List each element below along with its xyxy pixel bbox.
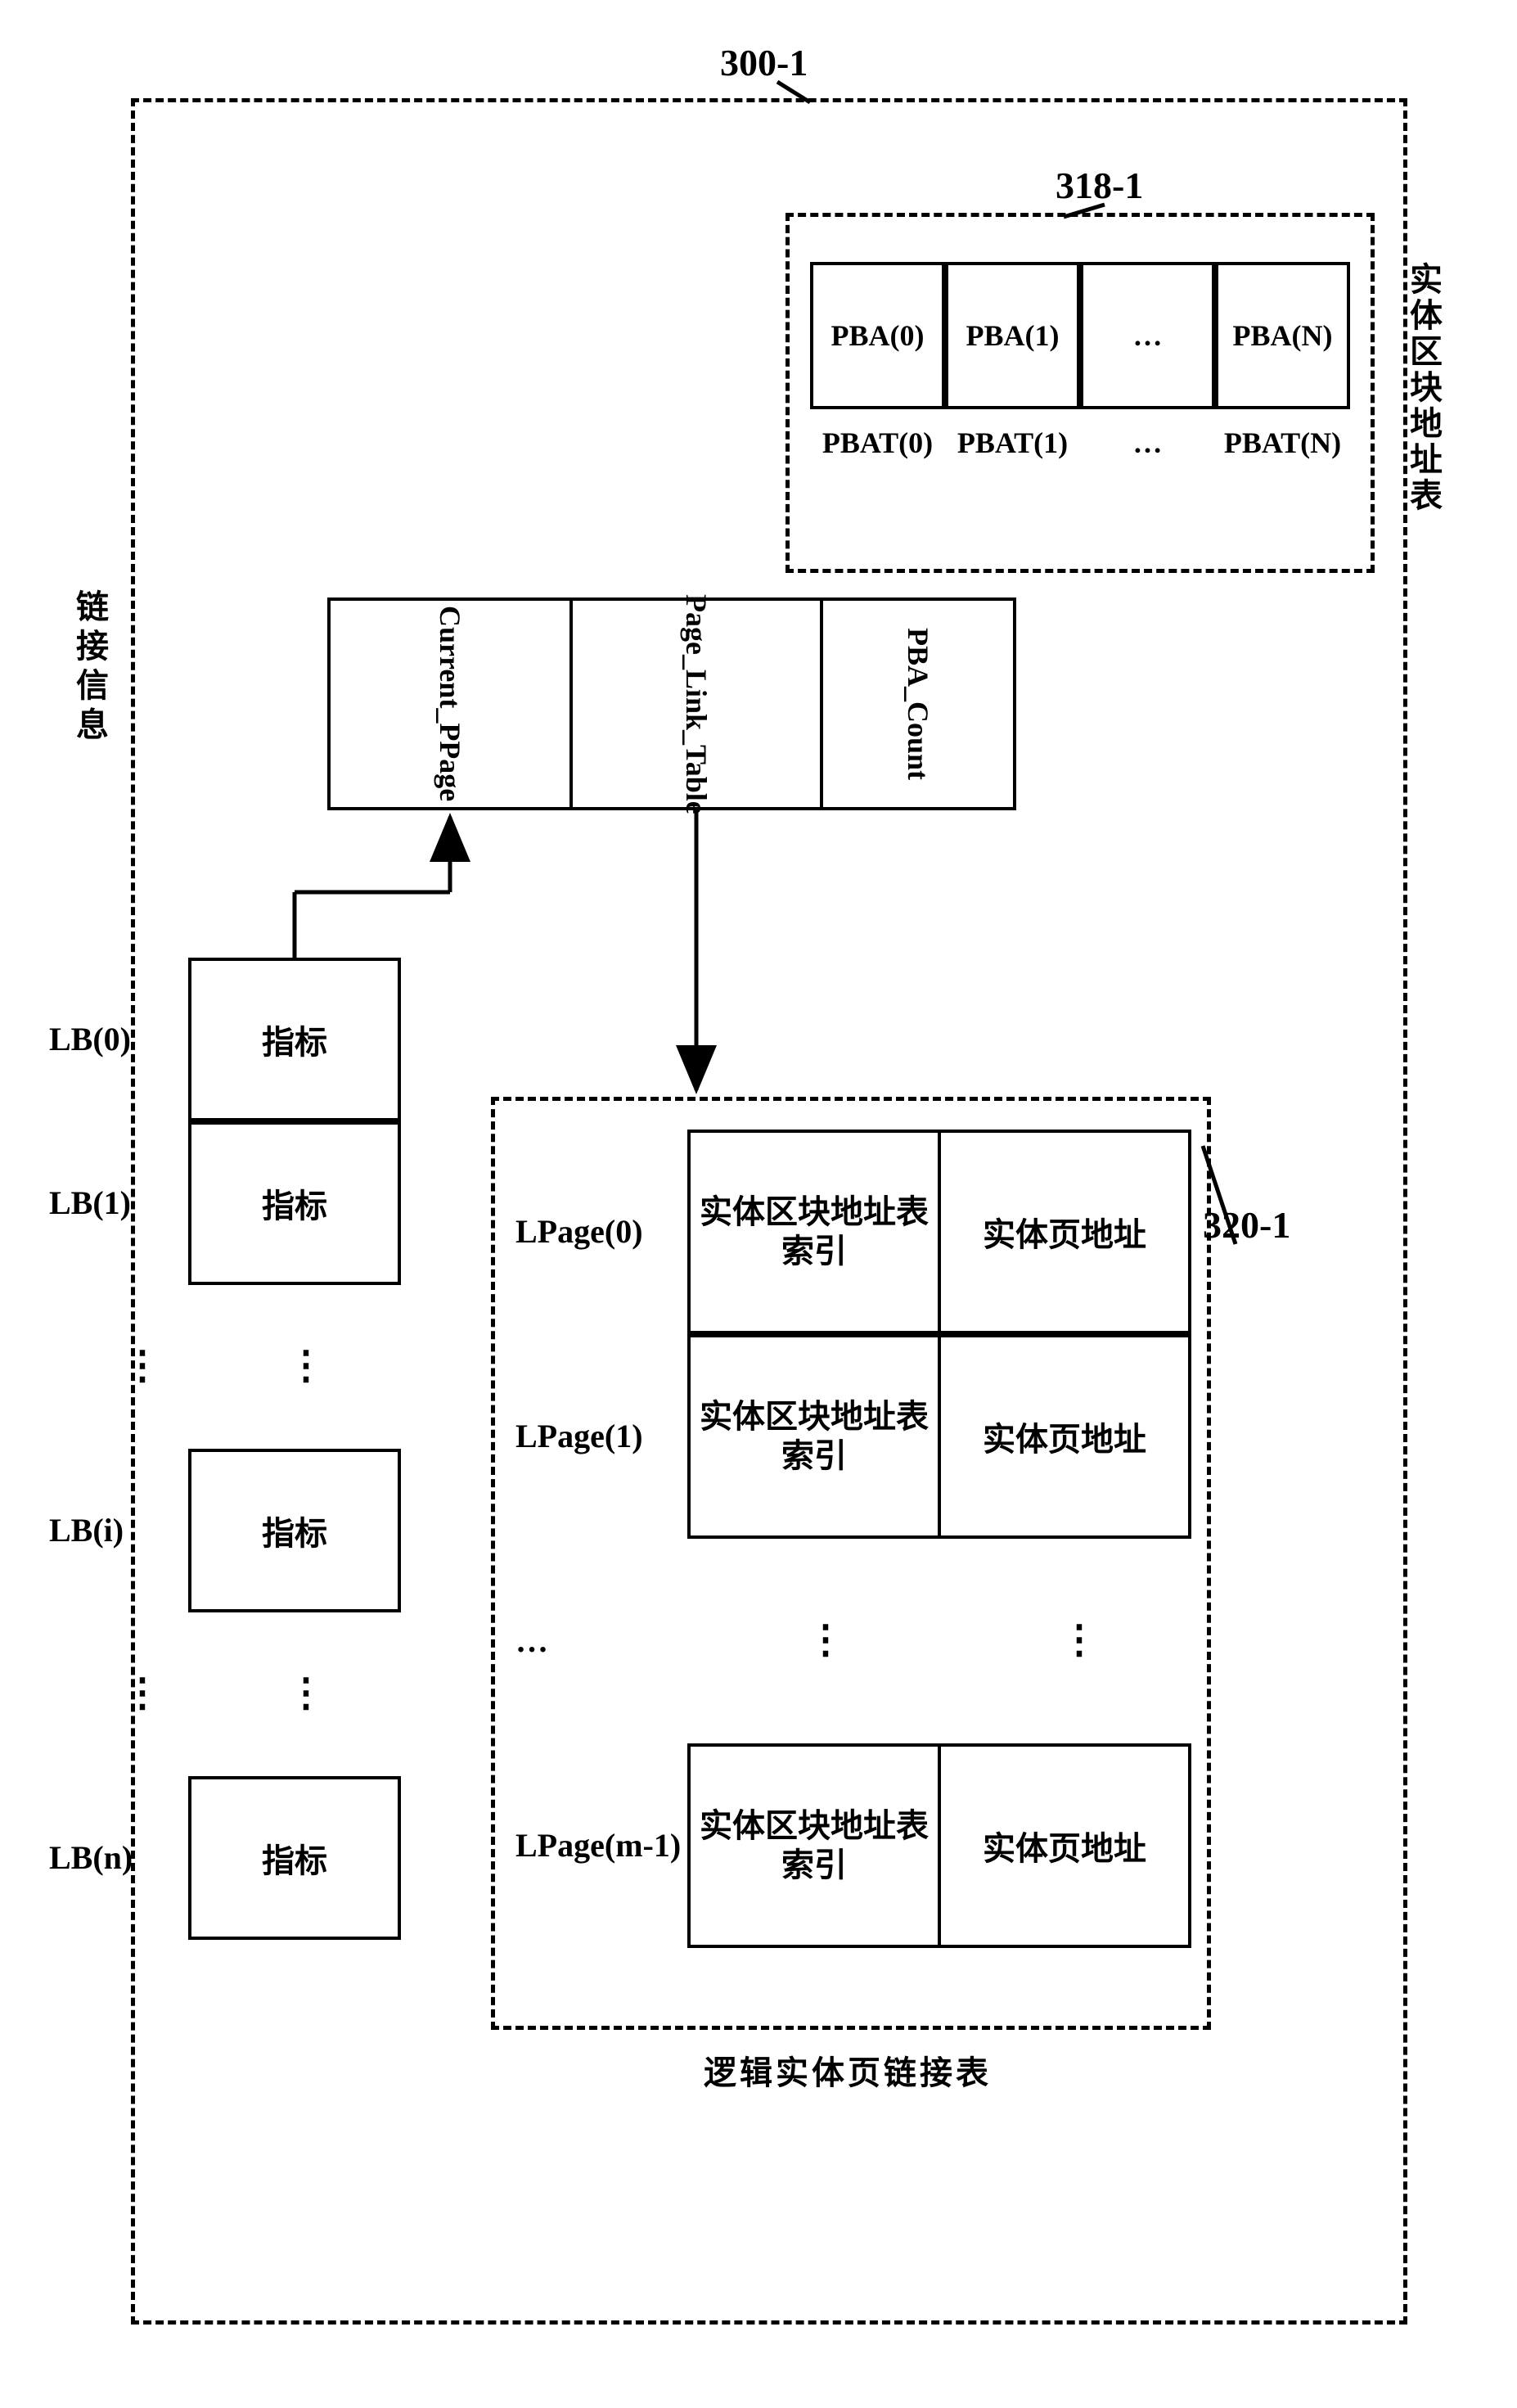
- lpage-row-label: …: [515, 1621, 548, 1660]
- outer-title: 链接信息: [65, 589, 113, 746]
- pba-cell: PBA(1): [945, 262, 1080, 409]
- lb-cell: 指标: [188, 1121, 401, 1285]
- lpage-row-label: LPage(m-1): [515, 1826, 681, 1865]
- lpage-cell-index: 实体区块地址表索引: [687, 1743, 941, 1948]
- pbat-label: PBAT(N): [1215, 426, 1350, 460]
- pbat-label: PBAT(1): [945, 426, 1080, 460]
- lpage-cell-addr: 实体页地址: [938, 1743, 1191, 1948]
- pba-cell: PBA(N): [1215, 262, 1350, 409]
- lpage-cell-addr: 实体页地址: [938, 1334, 1191, 1539]
- diagram-canvas: 300-1链接信息318-1PBA(0)PBAT(0)PBA(1)PBAT(1)…: [33, 33, 1484, 2375]
- lpage-cell-index: 实体区块地址表索引: [687, 1334, 941, 1539]
- lpage-row-label: LPage(0): [515, 1212, 643, 1251]
- lpage-cell-index: 实体区块地址表索引: [687, 1130, 941, 1334]
- pbat-label: PBAT(0): [810, 426, 945, 460]
- pba-caption: 实体区块地址表: [1399, 262, 1447, 514]
- main-row-cell: Page_Link_Table: [569, 597, 823, 810]
- lpage-cell-addr: 实体页地址: [938, 1130, 1191, 1334]
- lb-row-label: LB(i): [49, 1511, 124, 1549]
- main-row-cell: Current_PPage: [327, 597, 573, 810]
- lb-row-label: LB(n): [49, 1838, 133, 1877]
- lpage-row-label: LPage(1): [515, 1417, 643, 1455]
- main-row-cell: PBA_Count: [820, 597, 1016, 810]
- pba-cell: …: [1080, 262, 1215, 409]
- pbat-label: …: [1080, 426, 1215, 460]
- lb-cell: 指标: [188, 1776, 401, 1940]
- lb-row-label: LB(0): [49, 1020, 131, 1058]
- lb-cell: 指标: [188, 958, 401, 1121]
- lb-row-label: LB(1): [49, 1184, 131, 1222]
- lb-cell: 指标: [188, 1449, 401, 1612]
- lpage-caption: 逻辑实体页链接表: [704, 2046, 992, 2094]
- pba-cell: PBA(0): [810, 262, 945, 409]
